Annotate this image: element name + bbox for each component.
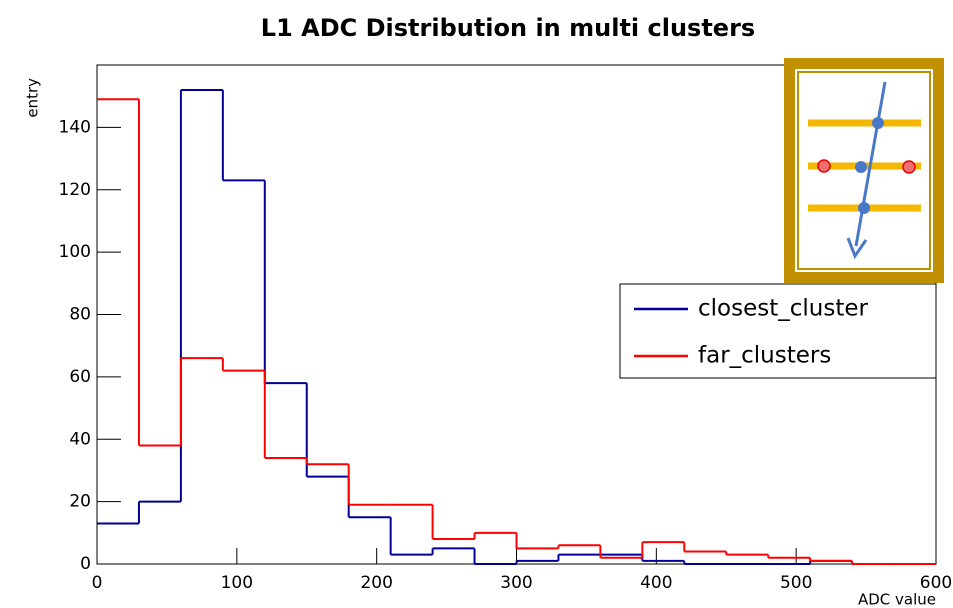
- track-arrow: [846, 237, 868, 260]
- x-tick-label: 600: [920, 573, 952, 593]
- far-hit: [902, 160, 916, 174]
- y-tick-label: 20: [69, 492, 91, 512]
- y-tick-label: 80: [69, 305, 91, 325]
- hit: [855, 161, 867, 173]
- hit: [872, 117, 884, 129]
- y-tick-label: 100: [59, 242, 91, 262]
- x-tick-label: 100: [221, 573, 253, 593]
- legend-label: closest_cluster: [698, 296, 869, 322]
- inset-border: [797, 71, 931, 270]
- y-tick-label: 0: [80, 554, 91, 574]
- track: [854, 81, 887, 247]
- x-tick-label: 0: [92, 573, 103, 593]
- x-tick-label: 400: [640, 573, 672, 593]
- legend: [619, 283, 937, 379]
- x-tick-label: 300: [500, 573, 532, 593]
- far-hit: [817, 159, 831, 173]
- y-tick-label: 140: [59, 117, 91, 137]
- y-tick-label: 40: [69, 429, 91, 449]
- y-axis-label: entry: [24, 78, 42, 118]
- x-axis-label: ADC value: [858, 591, 936, 608]
- y-tick-label: 120: [59, 180, 91, 200]
- hit: [858, 202, 870, 214]
- inset-diagram: [784, 58, 944, 283]
- chart-title: L1 ADC Distribution in multi clusters: [261, 14, 755, 42]
- legend-label: far_clusters: [698, 343, 831, 369]
- x-tick-label: 500: [780, 573, 812, 593]
- y-tick-label: 60: [69, 367, 91, 387]
- x-tick-label: 200: [360, 573, 392, 593]
